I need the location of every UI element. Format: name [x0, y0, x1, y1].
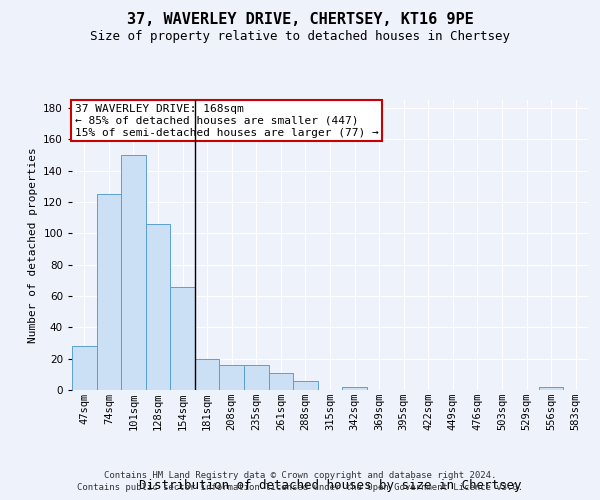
Bar: [97, 194, 121, 390]
Y-axis label: Number of detached properties: Number of detached properties: [28, 147, 38, 343]
Bar: [244, 365, 269, 390]
Bar: [342, 387, 367, 390]
Bar: [293, 380, 318, 390]
Bar: [121, 155, 146, 390]
Text: 37 WAVERLEY DRIVE: 168sqm
← 85% of detached houses are smaller (447)
15% of semi: 37 WAVERLEY DRIVE: 168sqm ← 85% of detac…: [74, 104, 379, 138]
Bar: [72, 346, 97, 390]
Text: Size of property relative to detached houses in Chertsey: Size of property relative to detached ho…: [90, 30, 510, 43]
Bar: [146, 224, 170, 390]
X-axis label: Distribution of detached houses by size in Chertsey: Distribution of detached houses by size …: [139, 479, 521, 492]
Text: 37, WAVERLEY DRIVE, CHERTSEY, KT16 9PE: 37, WAVERLEY DRIVE, CHERTSEY, KT16 9PE: [127, 12, 473, 28]
Bar: [539, 387, 563, 390]
Bar: [195, 358, 220, 390]
Bar: [220, 365, 244, 390]
Bar: [269, 373, 293, 390]
Bar: [170, 286, 195, 390]
Text: Contains HM Land Registry data © Crown copyright and database right 2024.: Contains HM Land Registry data © Crown c…: [104, 471, 496, 480]
Text: Contains public sector information licensed under the Open Government Licence v3: Contains public sector information licen…: [77, 484, 523, 492]
